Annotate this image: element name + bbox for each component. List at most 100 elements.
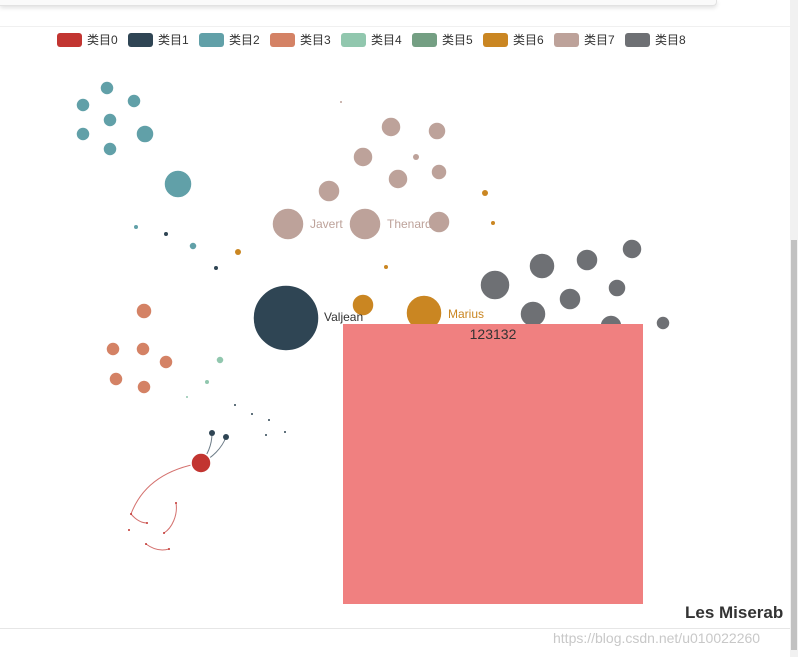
legend-swatch: [412, 33, 437, 47]
graph-node: [655, 315, 671, 331]
graph-node: [430, 163, 448, 181]
legend-label: 类目5: [442, 33, 473, 47]
legend-swatch: [554, 33, 579, 47]
graph-edge: [130, 513, 148, 524]
graph-node: [348, 207, 382, 241]
graph-node: [130, 513, 132, 515]
graph-node: [558, 287, 582, 311]
graph-node: [317, 179, 341, 203]
graph-node: [215, 355, 225, 365]
graph-node: [621, 238, 643, 260]
graph-node: [145, 543, 147, 545]
graph-edge: [145, 543, 170, 551]
graph-node: [188, 241, 198, 251]
legend-swatch: [57, 33, 82, 47]
graph-node: [126, 93, 142, 109]
graph-node: [164, 232, 168, 236]
node-label: Javert: [310, 217, 343, 231]
toolbar-panel: [0, 0, 717, 6]
graph-node: [136, 379, 152, 395]
graph-node: [186, 396, 188, 398]
legend-label: 类目7: [584, 33, 615, 47]
legend-swatch: [128, 33, 153, 47]
graph-node: [135, 124, 155, 144]
chart-title: Les Miserab: [685, 603, 784, 622]
node-label: Thenardier: [387, 217, 445, 231]
graph-node: [128, 529, 130, 531]
legend-item[interactable]: 类目6: [483, 33, 544, 47]
graph-node: [99, 80, 115, 96]
graph-node: [528, 252, 556, 280]
graph-node: [234, 404, 236, 406]
graph-node: [284, 431, 286, 433]
graph-node: [384, 265, 388, 269]
legend-label: 类目6: [513, 33, 544, 47]
graph-node: [427, 121, 447, 141]
scrollbar-thumb[interactable]: [791, 240, 797, 650]
graph-node: [352, 146, 374, 168]
legend-item[interactable]: 类目5: [412, 33, 473, 47]
legend-label: 类目8: [655, 33, 686, 47]
graph-node: [482, 190, 488, 196]
graph-node: [134, 225, 138, 229]
graph-node: [102, 112, 118, 128]
graph-node: [75, 97, 91, 113]
graph-node: [252, 284, 320, 352]
overlay-box: 123132: [343, 324, 643, 604]
legend-swatch: [270, 33, 295, 47]
graph-node: [340, 101, 342, 103]
divider: [0, 26, 790, 27]
graph-node: [168, 548, 170, 550]
graph-node: [413, 154, 419, 160]
legend-swatch: [483, 33, 508, 47]
graph-node: [108, 371, 124, 387]
graph-node: [135, 341, 151, 357]
graph-node: [271, 207, 305, 241]
node-label: Marius: [448, 307, 484, 321]
graph-node: [105, 341, 121, 357]
graph-node: [479, 269, 511, 301]
labels-layer: Valjean Javert Thenardier Marius: [310, 217, 484, 324]
legend-swatch: [341, 33, 366, 47]
legend-label: 类目2: [229, 33, 260, 47]
graph-node: [135, 302, 153, 320]
graph-node: [607, 278, 627, 298]
node-label: Valjean: [324, 310, 363, 324]
legend-swatch: [199, 33, 224, 47]
nodes-layer: [75, 80, 671, 550]
legend-label: 类目3: [300, 33, 331, 47]
graph-node: [75, 126, 91, 142]
graph-node: [158, 354, 174, 370]
graph-node: [251, 413, 253, 415]
legend-item[interactable]: 类目0: [57, 33, 118, 47]
graph-edge: [130, 462, 202, 515]
graph-node: [146, 522, 148, 524]
legend-label: 类目1: [158, 33, 189, 47]
graph-node: [205, 380, 209, 384]
legend-swatch: [625, 33, 650, 47]
graph-node: [102, 141, 118, 157]
graph-chart: 类目0 类目1 类目2 类目3 类目4 类目5 类目6 类目7 类目8 Valjean Javer…: [57, 33, 686, 551]
overlay-text: 123132: [469, 326, 517, 342]
graph-node: [235, 249, 241, 255]
graph-node: [351, 293, 375, 317]
graph-node: [175, 502, 177, 504]
legend-label: 类目4: [371, 33, 402, 47]
edges-layer: [130, 432, 227, 551]
graph-node: [163, 532, 165, 534]
legend: 类目0 类目1 类目2 类目3 类目4 类目5 类目6 类目7 类目8: [57, 33, 686, 47]
legend-item[interactable]: 类目7: [554, 33, 615, 47]
legend-item[interactable]: 类目2: [199, 33, 260, 47]
graph-node: [575, 248, 599, 272]
legend-item[interactable]: 类目3: [270, 33, 331, 47]
legend-item[interactable]: 类目8: [625, 33, 686, 47]
graph-node: [223, 434, 229, 440]
legend-item[interactable]: 类目4: [341, 33, 402, 47]
graph-node: [387, 168, 409, 190]
graph-edge: [163, 502, 177, 534]
graph-node: [491, 221, 495, 225]
graph-node: [190, 452, 212, 474]
graph-node: [265, 434, 267, 436]
graph-node: [427, 210, 451, 234]
legend-item[interactable]: 类目1: [128, 33, 189, 47]
